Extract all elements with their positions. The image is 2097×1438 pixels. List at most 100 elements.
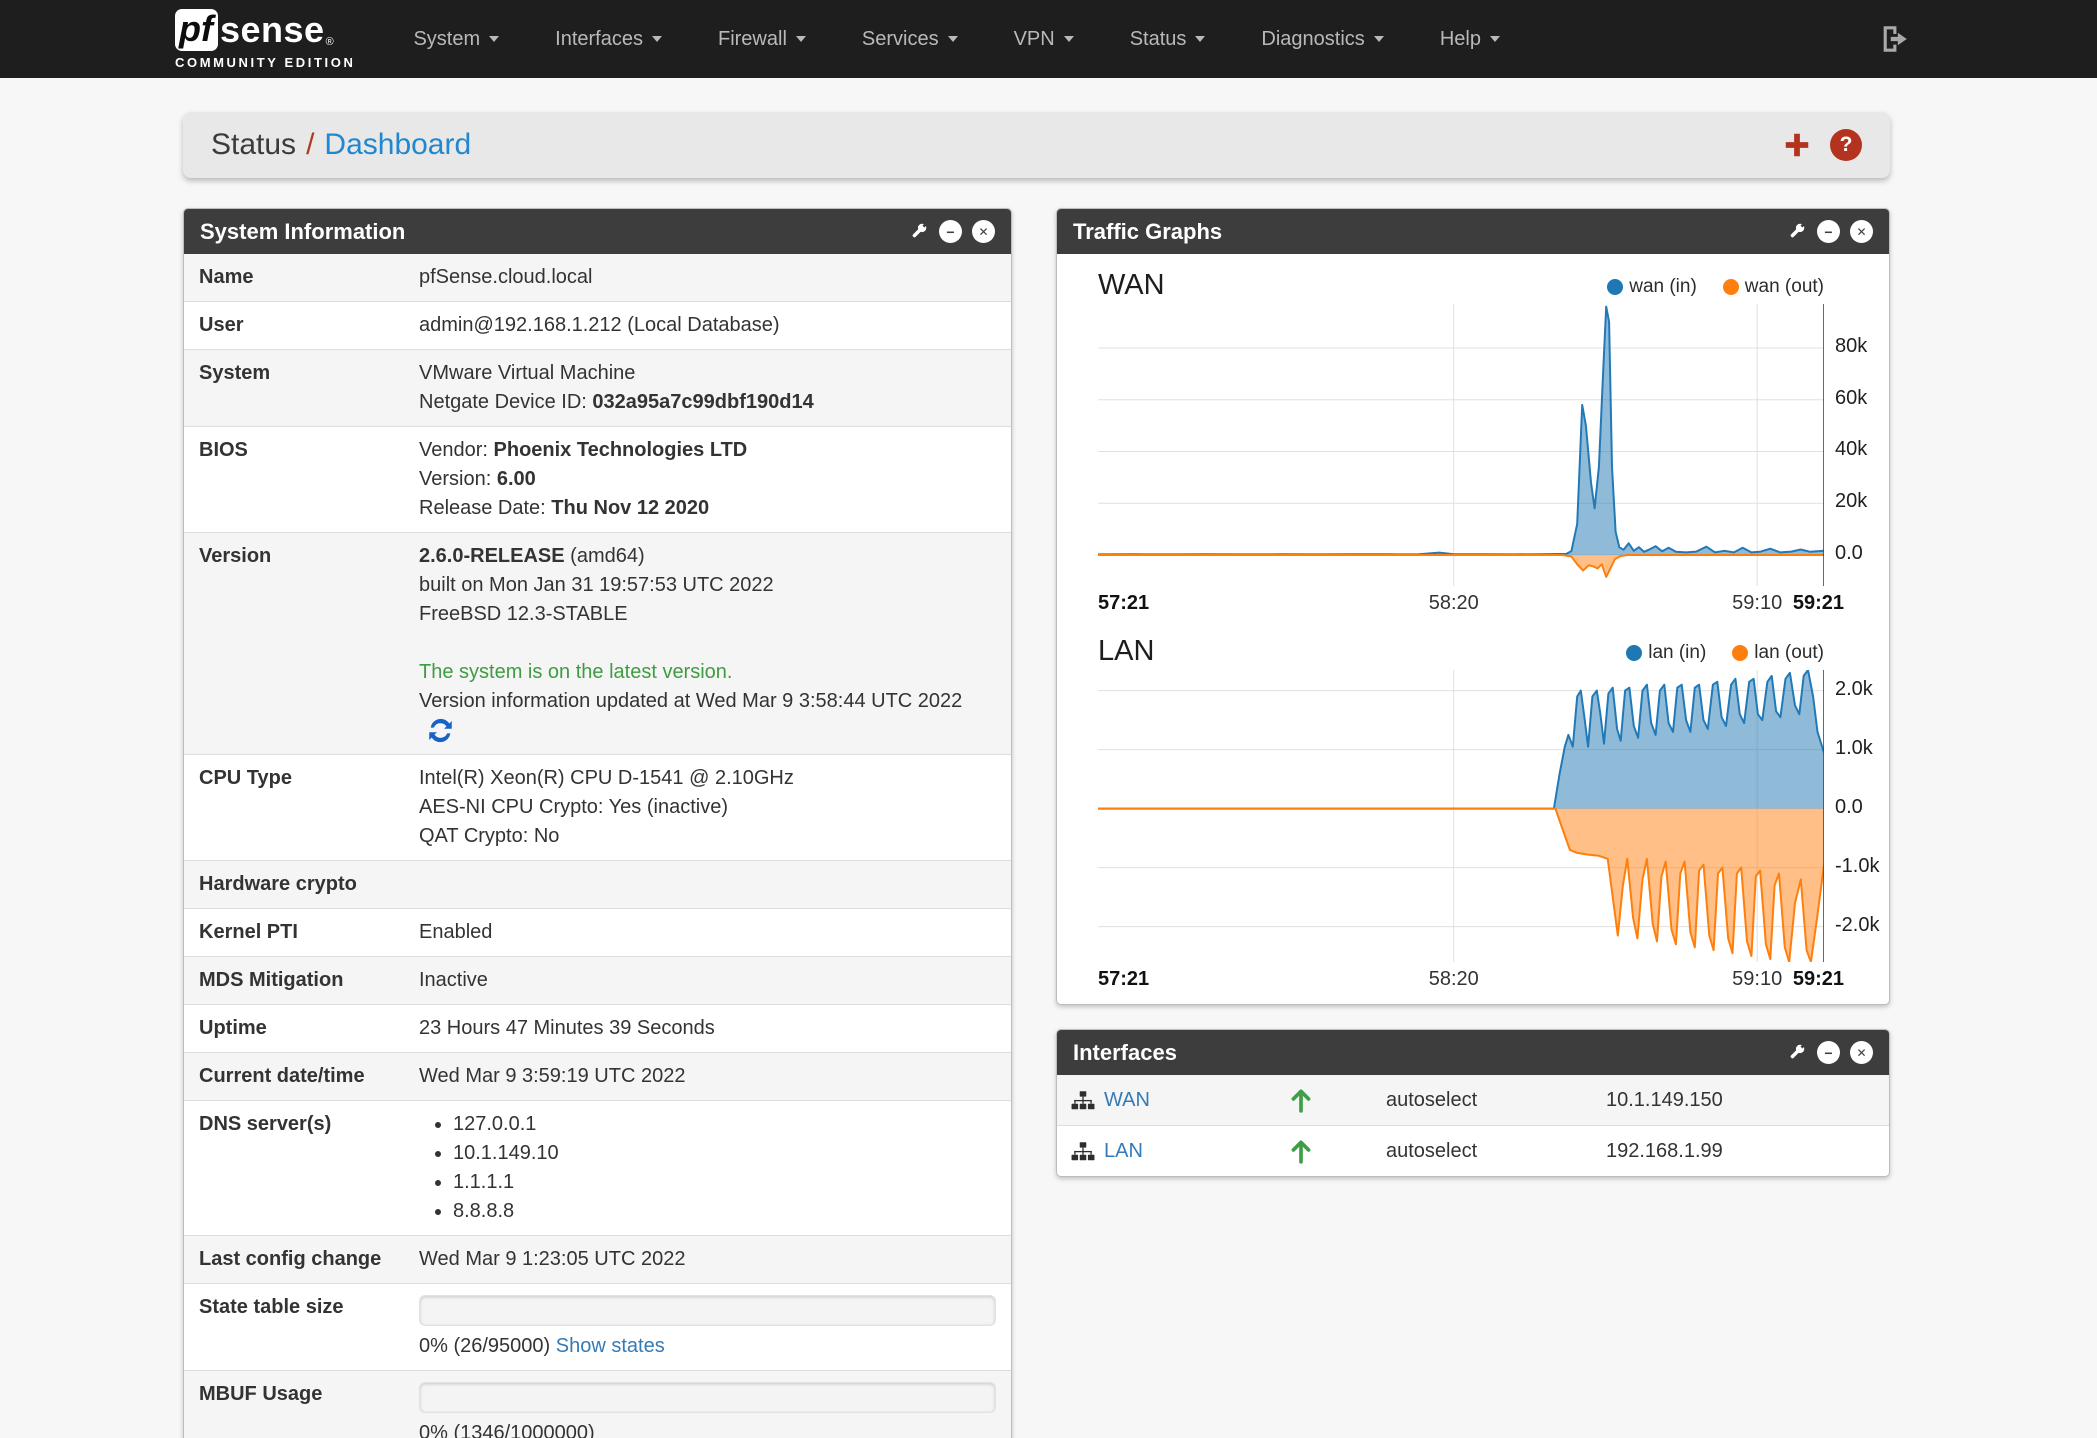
show-states-link[interactable]: Show states xyxy=(556,1335,665,1357)
value-line: Version information updated at Wed Mar 9… xyxy=(419,687,996,745)
minimize-icon[interactable] xyxy=(939,220,962,243)
row-value: Enabled xyxy=(404,909,1011,957)
help-glyph: ? xyxy=(1840,133,1853,157)
chevron-down-icon xyxy=(796,36,806,42)
row-label: System xyxy=(184,350,404,427)
table-row: MBUF Usage0% (1346/1000000) xyxy=(184,1371,1011,1438)
brand-tagline: COMMUNITY EDITION xyxy=(175,55,355,70)
value-text: The system is on the latest version. xyxy=(419,661,732,683)
x-axis-tick: 57:21 xyxy=(1098,592,1149,615)
up-arrow-icon xyxy=(1290,1087,1312,1113)
value-text: VMware Virtual Machine xyxy=(419,362,635,384)
interface-name-cell: LAN xyxy=(1071,1140,1271,1163)
dashboard-columns: System Information NamepfSense.cloud.loc… xyxy=(183,208,1890,1438)
nav-item-help[interactable]: Help xyxy=(1412,0,1528,78)
x-axis-tick: 59:10 xyxy=(1732,968,1782,991)
nav-item-system[interactable]: System xyxy=(385,0,527,78)
value-line xyxy=(419,629,996,658)
chart-title: LAN xyxy=(1098,635,1154,668)
value-line: Vendor: Phoenix Technologies LTD xyxy=(419,436,996,465)
interface-row-lan: LANautoselect192.168.1.99 xyxy=(1057,1125,1889,1176)
x-axis-tick: 57:21 xyxy=(1098,968,1149,991)
value-text: Thu Nov 12 2020 xyxy=(551,497,709,519)
legend-dot xyxy=(1723,279,1739,295)
refresh-icon[interactable] xyxy=(427,717,454,744)
row-value: admin@192.168.1.212 (Local Database) xyxy=(404,302,1011,350)
table-row: Useradmin@192.168.1.212 (Local Database) xyxy=(184,302,1011,350)
plot-area: 80k60k40k20k0.0 xyxy=(1098,304,1824,586)
value-line: Netgate Device ID: 032a95a7c99dbf190d14 xyxy=(419,388,996,417)
value-text: AES-NI CPU Crypto: Yes (inactive) xyxy=(419,796,728,818)
row-value: 0% (1346/1000000) xyxy=(404,1371,1011,1438)
chevron-down-icon xyxy=(1374,36,1384,42)
value-text: Vendor: xyxy=(419,439,494,461)
interface-name-cell: WAN xyxy=(1071,1089,1271,1112)
wrench-icon[interactable] xyxy=(1786,1042,1807,1063)
nav-item-interfaces[interactable]: Interfaces xyxy=(527,0,690,78)
minimize-icon[interactable] xyxy=(1817,1041,1840,1064)
pf-logo-chip: pf xyxy=(175,9,218,51)
panel-title: Traffic Graphs xyxy=(1073,219,1222,245)
interface-link-lan[interactable]: LAN xyxy=(1104,1140,1143,1163)
network-icon xyxy=(1071,1142,1095,1161)
row-label: Kernel PTI xyxy=(184,909,404,957)
nav-item-diagnostics[interactable]: Diagnostics xyxy=(1233,0,1411,78)
value-line: AES-NI CPU Crypto: Yes (inactive) xyxy=(419,793,996,822)
plot-area: 2.0k1.0k0.0-1.0k-2.0k xyxy=(1098,670,1824,962)
minimize-icon[interactable] xyxy=(1817,220,1840,243)
help-icon[interactable]: ? xyxy=(1830,129,1862,161)
breadcrumb-page[interactable]: Dashboard xyxy=(324,128,471,162)
row-value: 127.0.0.110.1.149.101.1.1.18.8.8.8 xyxy=(404,1101,1011,1236)
close-icon[interactable] xyxy=(1850,220,1873,243)
value-line: pfSense.cloud.local xyxy=(419,263,996,292)
nav-item-firewall[interactable]: Firewall xyxy=(690,0,834,78)
left-column: System Information NamepfSense.cloud.loc… xyxy=(183,208,1012,1438)
legend-item: lan (out) xyxy=(1732,642,1824,664)
dns-server-list: 127.0.0.110.1.149.101.1.1.18.8.8.8 xyxy=(419,1110,996,1226)
logout-button[interactable] xyxy=(1878,22,1912,56)
y-axis-tick: 2.0k xyxy=(1835,678,1899,701)
table-row: DNS server(s)127.0.0.110.1.149.101.1.1.1… xyxy=(184,1101,1011,1236)
add-widget-icon[interactable] xyxy=(1782,130,1812,160)
interface-ip: 10.1.149.150 xyxy=(1606,1089,1723,1112)
close-icon[interactable] xyxy=(1850,1041,1873,1064)
table-row: System VMware Virtual Machine Netgate Devi… xyxy=(184,350,1011,427)
interface-media: autoselect xyxy=(1386,1089,1606,1112)
breadcrumb-separator: / xyxy=(306,128,314,162)
wrench-icon[interactable] xyxy=(908,221,929,242)
chevron-down-icon xyxy=(1064,36,1074,42)
pfsense-logo[interactable]: pf sense ® COMMUNITY EDITION xyxy=(175,9,355,70)
value-text: 032a95a7c99dbf190d14 xyxy=(592,391,813,413)
list-item: 10.1.149.10 xyxy=(453,1139,996,1168)
interface-link-wan[interactable]: WAN xyxy=(1104,1089,1150,1112)
nav-item-vpn[interactable]: VPN xyxy=(986,0,1102,78)
x-axis-tick: 59:21 xyxy=(1793,592,1844,615)
value-line: 2.6.0-RELEASE (amd64) xyxy=(419,542,996,571)
legend-label: lan (in) xyxy=(1648,642,1706,664)
value-text: 23 Hours 47 Minutes 39 Seconds xyxy=(419,1017,715,1039)
traffic-graphs-header: Traffic Graphs xyxy=(1057,209,1889,254)
row-label: Last config change xyxy=(184,1236,404,1284)
table-row: Current date/timeWed Mar 9 3:59:19 UTC 2… xyxy=(184,1053,1011,1101)
y-axis-tick: 80k xyxy=(1835,335,1899,358)
wrench-icon[interactable] xyxy=(1786,221,1807,242)
legend-dot xyxy=(1607,279,1623,295)
value-text: Intel(R) Xeon(R) CPU D-1541 @ 2.10GHz xyxy=(419,767,794,789)
value-text: Netgate Device ID: xyxy=(419,391,592,413)
close-icon[interactable] xyxy=(972,220,995,243)
nav-item-label: VPN xyxy=(1014,28,1055,51)
lan-chart: LAN lan (in) lan (out) 2.0k1.0k0.0-1.0k-2.0… xyxy=(1098,628,1889,994)
value-text: Enabled xyxy=(419,921,492,943)
nav-item-label: Firewall xyxy=(718,28,787,51)
value-line: admin@192.168.1.212 (Local Database) xyxy=(419,311,996,340)
row-label: Uptime xyxy=(184,1005,404,1053)
value-line: Enabled xyxy=(419,918,996,947)
wan-chart: WANwan (in)wan (out)80k60k40k20k0.057:21… xyxy=(1098,262,1889,618)
nav-item-status[interactable]: Status xyxy=(1102,0,1234,78)
row-value: 2.6.0-RELEASE (amd64)built on Mon Jan 31… xyxy=(404,533,1011,755)
value-line: VMware Virtual Machine xyxy=(419,359,996,388)
nav-item-services[interactable]: Services xyxy=(834,0,986,78)
row-value xyxy=(404,861,1011,909)
value-line: built on Mon Jan 31 19:57:53 UTC 2022 xyxy=(419,571,996,600)
value-line: Wed Mar 9 1:23:05 UTC 2022 xyxy=(419,1245,996,1274)
